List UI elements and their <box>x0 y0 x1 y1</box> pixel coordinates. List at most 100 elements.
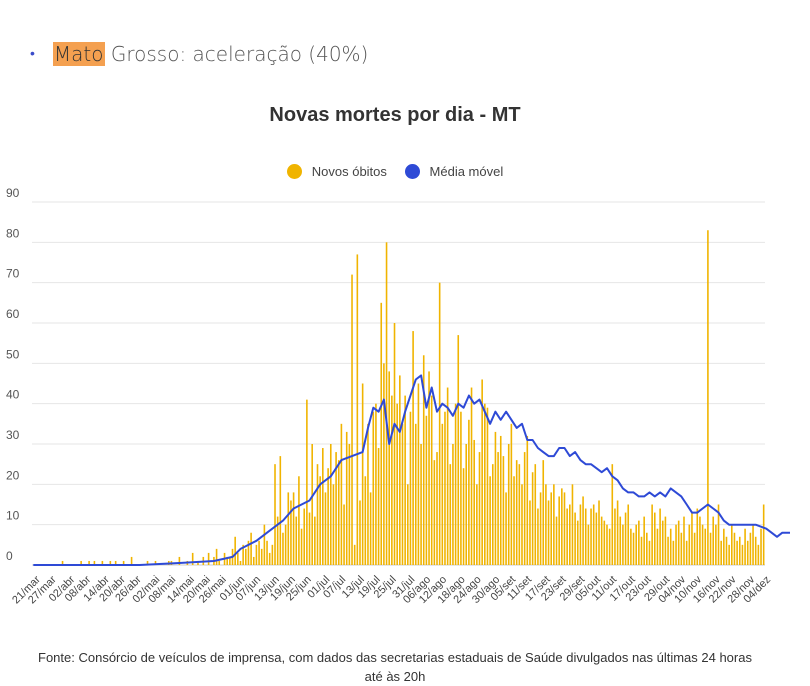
bar <box>499 435 502 565</box>
bar <box>446 387 449 565</box>
highlighted-word: Mato <box>52 42 105 66</box>
bar <box>659 508 661 565</box>
bar <box>584 508 587 565</box>
bar <box>316 464 319 565</box>
bar <box>746 540 749 565</box>
bar <box>130 556 133 565</box>
bar <box>234 536 236 565</box>
bar <box>505 492 507 565</box>
y-tick-label: 80 <box>6 226 20 240</box>
bar <box>515 460 518 565</box>
bar <box>677 520 680 565</box>
bar <box>383 363 385 565</box>
legend-item-media-movel[interactable]: Média móvel <box>404 164 503 179</box>
bar <box>715 524 717 565</box>
bar <box>295 516 298 565</box>
bar <box>624 512 627 565</box>
bar <box>114 560 117 565</box>
bar <box>287 492 290 565</box>
bar <box>627 504 630 565</box>
bar <box>425 415 428 565</box>
bar <box>367 423 369 565</box>
bar <box>497 452 499 565</box>
bar <box>154 560 157 565</box>
bar <box>622 524 624 565</box>
bar <box>553 484 555 565</box>
bar <box>661 520 664 565</box>
bar <box>526 435 529 565</box>
chart-plot: 010203040506070809021/mar27/mar02/abr08/… <box>6 186 790 606</box>
bar <box>539 492 542 565</box>
bar <box>61 560 64 565</box>
bullet-icon: • <box>30 46 35 62</box>
bar <box>606 524 608 565</box>
bar <box>635 524 637 565</box>
y-tick-label: 50 <box>6 347 20 361</box>
bar <box>401 423 404 565</box>
bar <box>430 395 433 565</box>
bar <box>109 560 112 565</box>
chart-title: Novas mortes por dia - MT <box>269 104 521 126</box>
bar <box>399 375 401 565</box>
bar <box>691 512 693 565</box>
bar <box>377 448 380 565</box>
bar <box>688 524 691 565</box>
bar <box>279 456 282 565</box>
bar <box>80 560 82 565</box>
bar <box>683 516 685 565</box>
bar <box>332 484 335 565</box>
bar <box>263 524 266 565</box>
y-tick-label: 10 <box>6 509 20 523</box>
bullet-rest: Grosso: aceleração (40%) <box>104 42 369 66</box>
bar <box>348 444 351 565</box>
bar <box>454 403 457 565</box>
bar <box>523 452 526 565</box>
bar <box>393 323 396 565</box>
bar <box>266 540 268 565</box>
bar <box>247 540 250 565</box>
bar <box>369 492 372 565</box>
bar <box>555 516 558 565</box>
bar <box>303 508 306 565</box>
bar <box>653 512 656 565</box>
chart-legend: Novos óbitos Média móvel <box>0 164 790 182</box>
bar <box>314 516 316 565</box>
bar <box>327 468 329 565</box>
bar <box>242 544 244 565</box>
bar <box>250 532 252 565</box>
legend-dot-line <box>404 164 420 179</box>
bar <box>521 484 523 565</box>
bar <box>276 516 279 565</box>
bar <box>436 452 438 565</box>
bar <box>322 448 324 565</box>
bar <box>619 516 622 565</box>
bar <box>284 524 287 565</box>
bar <box>337 460 340 565</box>
bar <box>329 444 332 565</box>
y-tick-label: 90 <box>6 186 20 200</box>
bar <box>468 419 470 565</box>
bar <box>462 468 465 565</box>
bar <box>385 242 388 566</box>
bar <box>388 371 391 565</box>
bar <box>545 484 547 565</box>
bar <box>651 504 653 565</box>
bar <box>345 431 348 565</box>
bar <box>563 492 566 565</box>
bar <box>701 524 704 565</box>
bar <box>587 524 590 565</box>
bar <box>507 444 510 565</box>
bar <box>707 230 709 565</box>
bar <box>380 302 383 565</box>
bar <box>404 395 406 565</box>
bar <box>218 560 221 565</box>
bar <box>529 500 531 565</box>
bar <box>630 528 632 565</box>
source-note: Fonte: Consórcio de veículos de imprensa… <box>0 648 790 686</box>
legend-item-novos-obitos[interactable]: Novos óbitos <box>286 164 387 179</box>
bar <box>550 492 553 565</box>
bar <box>582 496 584 565</box>
bar <box>452 444 454 565</box>
bar <box>274 464 276 565</box>
bar <box>414 423 417 565</box>
